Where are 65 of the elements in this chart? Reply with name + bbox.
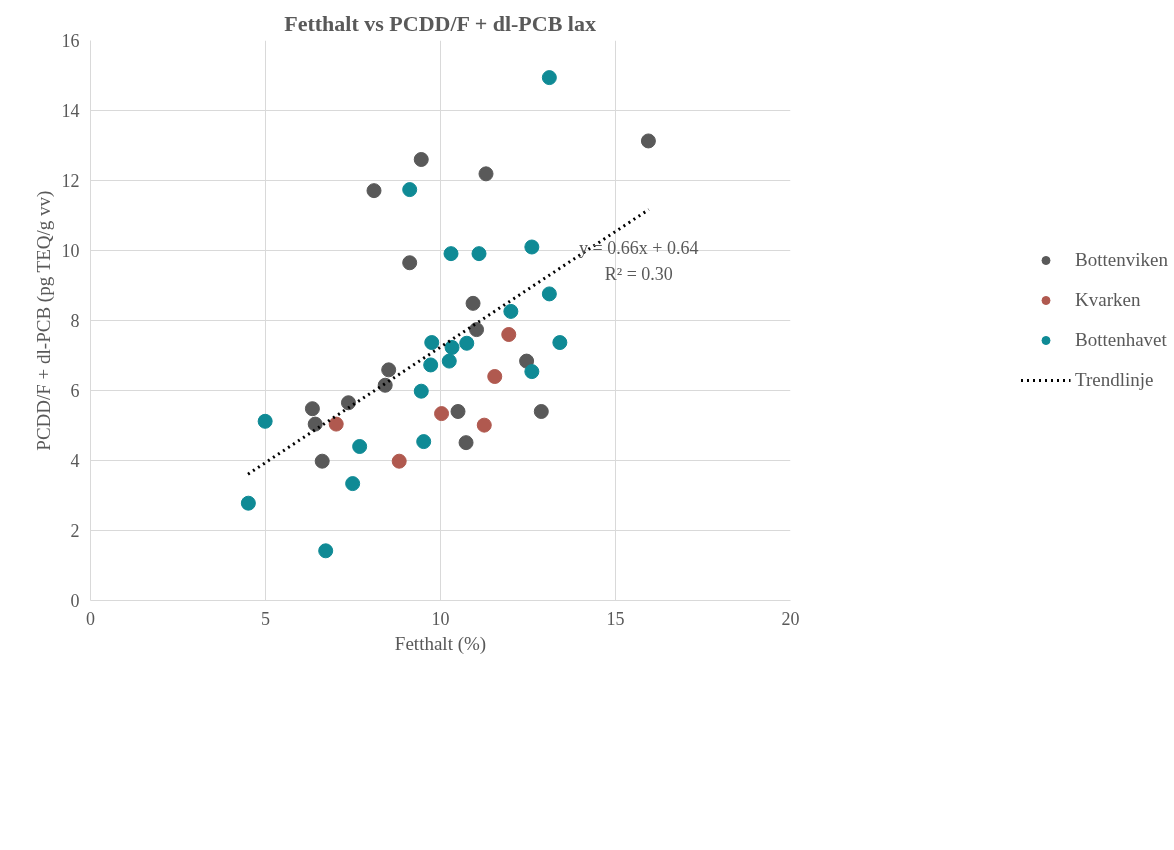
y-axis-title: PCDD/F + dl-PCB (pg TEQ/g vv) [32,190,55,451]
point [503,303,519,319]
point [318,543,334,559]
point [352,439,368,454]
point [465,295,481,311]
x-tick-label: 10 [431,608,450,629]
x-axis-title: Fetthalt (%) [394,632,487,655]
point [304,401,320,417]
x-tick-label: 20 [781,608,800,629]
point [391,453,407,469]
point [469,322,485,338]
y-tick-label: 4 [70,451,80,471]
point [413,383,429,399]
point [476,417,492,433]
x-tick-label: 5 [261,608,270,629]
point [552,335,568,351]
y-tick-label: 8 [70,311,80,331]
point [640,133,656,149]
y-tick-label: 10 [61,241,80,261]
point [416,434,432,450]
point [441,353,457,369]
annotation: R² = 0.30 [604,263,673,284]
point [487,369,503,384]
point [471,246,487,262]
point [459,335,475,351]
point [443,246,459,262]
x-tick-label: 15 [606,608,625,629]
y-tick-label: 14 [61,101,80,121]
legend-label: Bottenhavet [1075,329,1168,351]
point [533,404,549,419]
point [345,476,361,492]
point [402,255,418,271]
point [458,435,474,451]
y-tick-label: 12 [61,171,80,191]
point [478,166,494,182]
point [541,70,557,86]
point [501,327,517,342]
chart-title: Fetthalt vs PCDD/F + dl-PCB lax [284,10,596,36]
point [413,152,429,167]
point [402,182,418,198]
point [450,404,466,419]
point [328,416,344,432]
point [381,362,397,378]
point [444,339,460,355]
y-tick-label: 2 [70,521,80,541]
point [424,335,440,351]
point [366,183,382,199]
point [524,364,540,380]
point [240,495,256,511]
point [307,416,323,432]
point [524,239,540,255]
point [340,395,356,411]
y-tick-label: 6 [70,381,80,401]
legend-label: Bottenviken [1075,249,1169,271]
y-tick-label: 16 [61,31,80,51]
point [257,413,273,429]
legend-label: Kvarken [1075,289,1142,311]
point [434,406,450,422]
x-tick-label: 0 [86,608,95,629]
point [541,286,557,302]
legend-label: Trendlinje [1075,369,1155,391]
y-tick-label: 0 [70,591,80,611]
point [423,357,439,373]
annotation: y = 0.66x + 0.64 [579,237,699,258]
point [314,453,330,469]
